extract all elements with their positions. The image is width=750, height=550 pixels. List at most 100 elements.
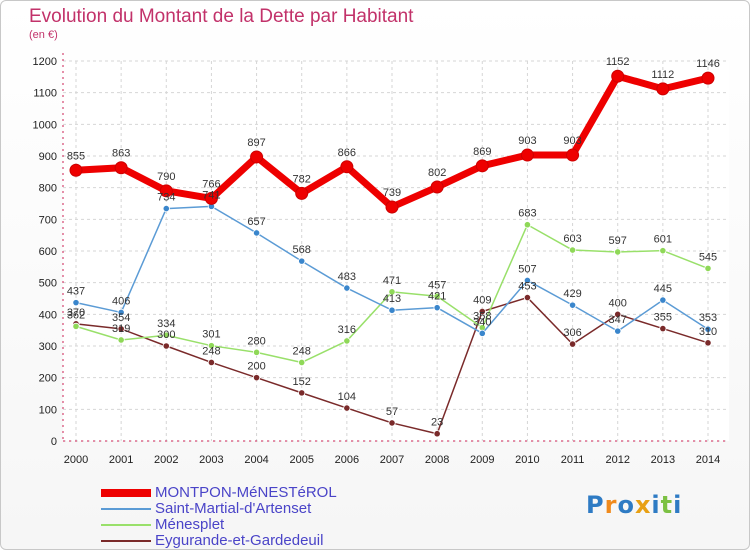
data-label: 413 <box>383 293 401 305</box>
data-label: 903 <box>518 135 536 147</box>
data-point <box>566 148 580 162</box>
data-point <box>656 82 670 96</box>
data-point <box>611 69 625 83</box>
data-label: 406 <box>112 295 130 307</box>
y-tick-label: 1000 <box>33 119 57 131</box>
legend-swatch <box>101 489 151 497</box>
data-point <box>659 324 667 333</box>
data-label: 23 <box>431 417 443 429</box>
x-tick-label: 2009 <box>470 454 494 466</box>
data-label: 200 <box>247 361 265 373</box>
data-point <box>114 161 128 175</box>
x-tick-label: 2013 <box>651 454 675 466</box>
data-point <box>659 296 667 304</box>
logo-letter: i <box>651 491 661 519</box>
data-point <box>614 327 622 335</box>
x-tick-label: 2010 <box>515 454 539 466</box>
data-point <box>207 358 216 367</box>
data-point <box>343 337 351 345</box>
data-label: 354 <box>112 312 130 324</box>
data-label: 1112 <box>651 69 674 81</box>
x-tick-label: 2007 <box>380 454 404 466</box>
data-label: 597 <box>609 235 627 247</box>
data-point <box>252 229 261 237</box>
y-tick-label: 1200 <box>33 56 57 68</box>
data-point <box>117 325 125 333</box>
data-point <box>295 186 309 200</box>
data-point <box>478 307 486 316</box>
data-label: 400 <box>609 297 627 309</box>
data-point <box>475 159 489 173</box>
data-point <box>298 389 306 397</box>
data-point <box>117 336 125 344</box>
x-tick-label: 2003 <box>199 454 223 466</box>
x-tick-label: 2005 <box>289 454 313 466</box>
data-label: 280 <box>247 335 265 347</box>
data-point <box>704 325 712 333</box>
data-point <box>298 358 306 367</box>
data-label: 453 <box>518 281 536 293</box>
logo-letter: t <box>660 491 674 519</box>
data-label: 437 <box>67 286 85 298</box>
x-tick-label: 2002 <box>154 454 178 466</box>
data-label: 445 <box>654 283 672 295</box>
y-tick-label: 1100 <box>33 88 57 100</box>
data-point <box>523 221 532 229</box>
data-label: 782 <box>293 173 311 185</box>
data-label: 866 <box>338 147 356 159</box>
data-point <box>568 246 577 254</box>
data-label: 57 <box>386 406 398 418</box>
data-label: 897 <box>247 137 265 149</box>
data-label: 104 <box>338 391 356 403</box>
data-point <box>478 329 486 337</box>
legend-label: Eygurande-et-Gardedeuil <box>155 532 324 549</box>
legend-label: Saint-Martial-d'Artenset <box>155 500 312 517</box>
data-label: 507 <box>518 263 536 275</box>
y-tick-label: 200 <box>39 373 57 385</box>
legend-swatch <box>101 540 151 542</box>
data-label: 358 <box>473 311 491 323</box>
data-label: 863 <box>112 148 130 160</box>
data-point <box>162 331 170 339</box>
data-point <box>659 247 667 255</box>
x-tick-label: 2006 <box>335 454 359 466</box>
data-label: 457 <box>428 279 446 291</box>
data-point <box>433 292 441 300</box>
data-label: 334 <box>157 318 175 330</box>
data-label: 869 <box>473 146 491 158</box>
data-label: 306 <box>563 327 581 339</box>
data-label: 741 <box>202 189 220 201</box>
data-label: 300 <box>157 329 175 341</box>
data-label: 347 <box>609 314 627 326</box>
data-point <box>388 288 396 296</box>
data-label: 739 <box>383 187 401 199</box>
logo-letter: x <box>634 491 652 519</box>
data-label: 152 <box>293 376 311 388</box>
data-point <box>69 163 83 177</box>
data-point <box>704 339 712 347</box>
data-point <box>162 204 170 213</box>
data-label: 301 <box>202 329 220 341</box>
data-point <box>252 348 261 356</box>
data-label: 545 <box>699 251 717 263</box>
x-tick-label: 2000 <box>64 454 88 466</box>
data-label: 340 <box>473 316 491 328</box>
data-point <box>72 299 80 307</box>
data-point <box>162 342 170 350</box>
data-point <box>252 374 261 382</box>
data-label: 471 <box>383 275 401 287</box>
data-point <box>568 340 577 348</box>
data-label: 316 <box>338 324 356 336</box>
logo-letter: r <box>604 491 618 519</box>
data-label: 790 <box>157 171 175 183</box>
data-point <box>207 342 216 350</box>
data-point <box>250 150 264 164</box>
x-tick-label: 2001 <box>109 454 133 466</box>
chart-title: Evolution du Montant de la Dette par Hab… <box>29 6 414 27</box>
data-label: 370 <box>67 307 85 319</box>
data-point <box>704 264 712 273</box>
data-point <box>388 306 396 314</box>
logo-letter: o <box>617 491 635 519</box>
data-point <box>568 301 577 309</box>
